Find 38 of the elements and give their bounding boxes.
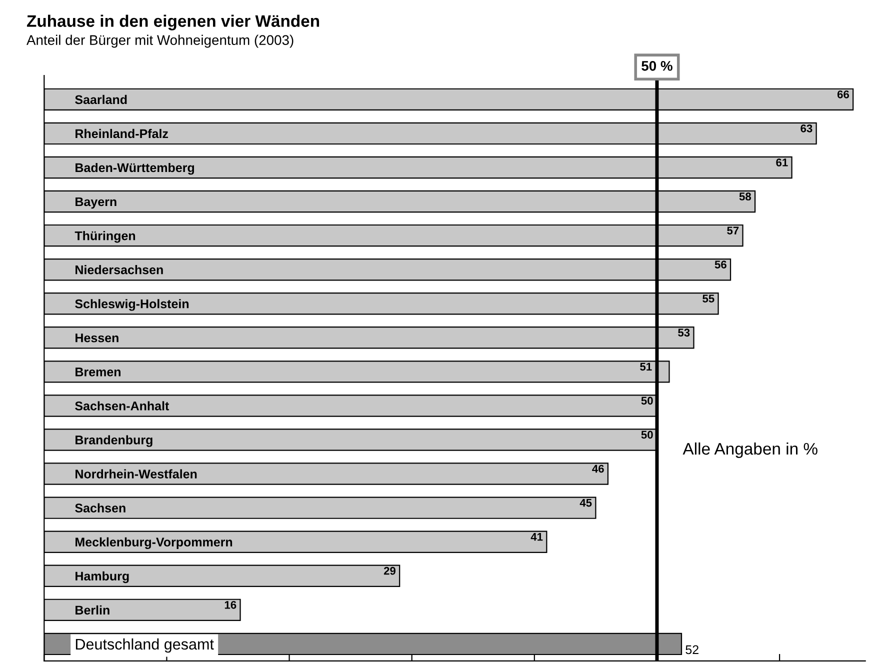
y-tick-label: Brandenburg bbox=[76, 435, 152, 447]
data-label: 46 bbox=[592, 464, 604, 473]
data-label: 29 bbox=[384, 566, 396, 575]
data-label: 41 bbox=[530, 533, 543, 541]
y-tick-label: Rheinland-Pfalz bbox=[76, 128, 168, 138]
y-tick-label: Baden-Württemberg bbox=[76, 162, 194, 175]
y-tick-label: Hessen bbox=[76, 334, 118, 342]
y-tick-label: Saarland bbox=[75, 94, 127, 104]
y-tick-label: Sachsen bbox=[75, 503, 126, 512]
data-label: 50 bbox=[641, 396, 653, 405]
y-tick-label: Nordrhein-Westfalen bbox=[76, 469, 197, 478]
annotation: Alle Angaben in % bbox=[682, 442, 818, 458]
data-label: 52 bbox=[686, 645, 698, 654]
y-tick-label: Sachsen-Anhalt bbox=[75, 401, 170, 410]
data-label: 61 bbox=[776, 158, 788, 166]
data-label: 57 bbox=[727, 226, 739, 234]
data-label: 51 bbox=[640, 362, 652, 371]
y-tick-label: Mecklenburg-Vorpommern bbox=[76, 537, 232, 550]
data-label: 45 bbox=[580, 498, 592, 507]
y-tick-label: Bayern bbox=[76, 197, 116, 209]
data-label: 53 bbox=[678, 328, 690, 337]
data-label: 56 bbox=[714, 260, 726, 268]
y-tick-label: Niedersachsen bbox=[76, 265, 163, 274]
data-label: 66 bbox=[837, 90, 850, 98]
y-tick-label: Berlin bbox=[76, 605, 110, 615]
chart-title: Zuhause in den eigenen vier Wänden bbox=[26, 14, 320, 30]
y-tick-label: Hamburg bbox=[76, 571, 129, 584]
data-label: 16 bbox=[224, 600, 236, 609]
y-tick-label: Bremen bbox=[76, 368, 120, 376]
y-tick-label: Thüringen bbox=[74, 231, 136, 243]
data-label: 55 bbox=[702, 294, 714, 303]
y-tick-label: Deutschland gesamt bbox=[76, 638, 214, 653]
data-label: 50 bbox=[641, 430, 653, 439]
data-label: 63 bbox=[800, 124, 812, 132]
data-label: 58 bbox=[739, 192, 752, 200]
y-tick-label: Schleswig-Holstein bbox=[75, 299, 189, 311]
ref-line-label: 50 % bbox=[642, 60, 672, 71]
chart-subtitle: Anteil der Bürger mit Wohneigentum (2003) bbox=[26, 34, 294, 48]
